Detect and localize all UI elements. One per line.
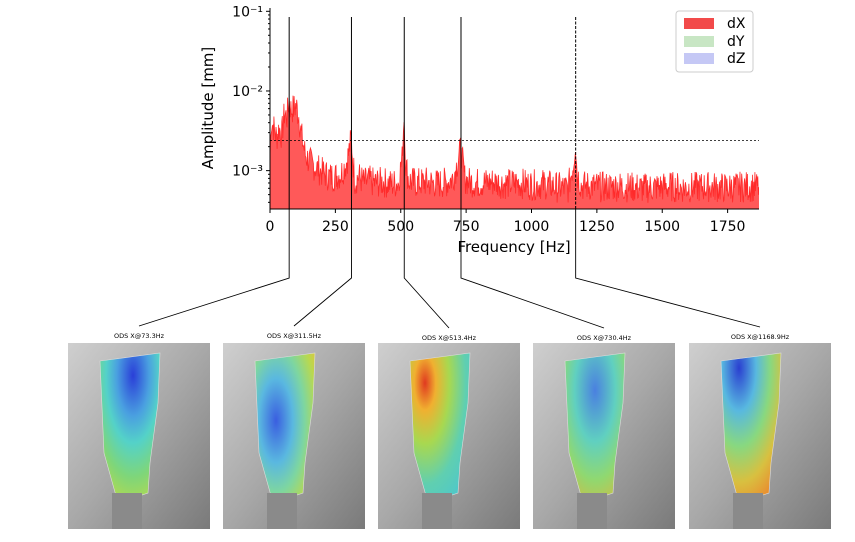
- series-dX-area: [270, 95, 759, 209]
- ods-blade-3: [409, 352, 471, 504]
- connector-4: [460, 209, 605, 329]
- plot-area: [270, 17, 759, 209]
- x-tick-label: 1500: [644, 219, 680, 235]
- ods-fixture: [112, 493, 142, 529]
- x-tick-label: 1000: [514, 219, 550, 235]
- ods-title-5: ODS X@1168.9Hz: [731, 333, 790, 341]
- x-tick-label: 250: [322, 219, 349, 235]
- ods-title-1: ODS X@73.3Hz: [114, 332, 165, 340]
- ods-title-4: ODS X@730.4Hz: [577, 334, 632, 342]
- ods-fixture: [733, 493, 763, 529]
- x-tick-label: 500: [387, 219, 414, 235]
- x-ticks: 0 250 500 750 1000 1250 1500 1750: [266, 209, 746, 235]
- legend-swatch-dZ: [684, 53, 714, 64]
- x-tick-label: 750: [453, 219, 480, 235]
- legend-swatch-dX: [684, 18, 714, 29]
- ods-blade-5: [720, 352, 782, 504]
- peak-lines: [288, 17, 577, 209]
- x-tick-label: 1750: [710, 219, 746, 235]
- ods-title-3: ODS X@513.4Hz: [422, 334, 477, 342]
- connector-5: [575, 209, 761, 328]
- ods-panel-5: [689, 343, 831, 529]
- y-tick-label: 10⁻¹: [232, 4, 263, 20]
- ods-panel-4: [533, 343, 675, 529]
- ods-panel-2: [223, 343, 365, 529]
- legend: dX dY dZ: [675, 10, 754, 73]
- connector-2: [293, 209, 352, 327]
- x-axis-label: Frequency [Hz]: [457, 238, 570, 256]
- connector-3: [403, 209, 450, 329]
- y-tick-label: 10⁻²: [232, 84, 263, 100]
- ods-panel-1: [68, 343, 210, 529]
- y-axis-label: Amplitude [mm]: [199, 47, 217, 170]
- ods-title-2: ODS X@311.5Hz: [267, 332, 322, 340]
- peak-connectors: [138, 209, 761, 329]
- ods-fixture: [267, 493, 297, 529]
- ods-panels: ODS X@73.3Hz ODS X@311.5Hz ODS X@513.4Hz…: [68, 332, 831, 529]
- ods-panel-3: [378, 343, 520, 529]
- ods-fixture: [577, 493, 607, 529]
- ods-blade-2: [254, 352, 316, 504]
- connector-1: [138, 209, 290, 327]
- y-tick-label: 10⁻³: [232, 164, 263, 180]
- ods-blade-4: [564, 352, 626, 504]
- series-dX-line: [270, 95, 759, 203]
- legend-label-dX: dX: [727, 16, 746, 32]
- ods-blade-1: [99, 352, 161, 504]
- legend-label-dZ: dZ: [727, 51, 745, 67]
- x-tick-label: 0: [266, 219, 275, 235]
- x-tick-label: 1250: [579, 219, 615, 235]
- axes: 0 250 500 750 1000 1250 1500 1750 10⁻³10⁻²10⁻¹ …: [199, 4, 759, 256]
- legend-swatch-dY: [684, 36, 714, 47]
- legend-label-dY: dY: [727, 34, 745, 50]
- ods-fixture: [422, 493, 452, 529]
- y-ticks: 10⁻³ 10⁻² 10⁻¹: [232, 4, 270, 203]
